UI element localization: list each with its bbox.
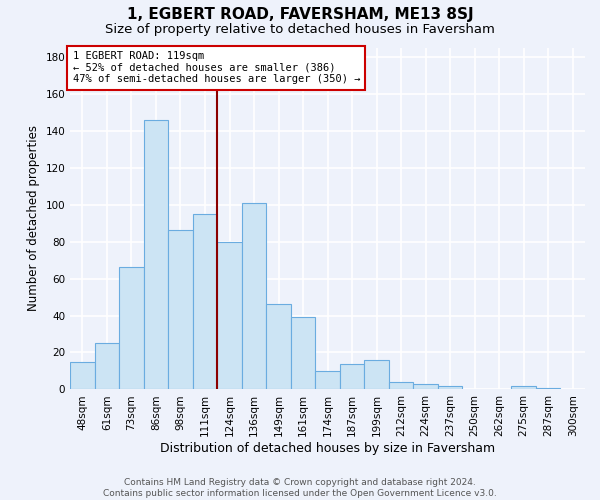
Bar [389, 382, 413, 390]
Bar [119, 268, 144, 390]
Bar [438, 386, 463, 390]
Bar [316, 371, 340, 390]
Bar [193, 214, 217, 390]
Bar [413, 384, 438, 390]
Bar [242, 203, 266, 390]
X-axis label: Distribution of detached houses by size in Faversham: Distribution of detached houses by size … [160, 442, 495, 455]
Text: Size of property relative to detached houses in Faversham: Size of property relative to detached ho… [105, 22, 495, 36]
Bar [168, 230, 193, 390]
Bar [144, 120, 168, 390]
Y-axis label: Number of detached properties: Number of detached properties [27, 126, 40, 312]
Bar [266, 304, 291, 390]
Text: 1 EGBERT ROAD: 119sqm
← 52% of detached houses are smaller (386)
47% of semi-det: 1 EGBERT ROAD: 119sqm ← 52% of detached … [73, 51, 360, 84]
Bar [364, 360, 389, 390]
Bar [217, 242, 242, 390]
Bar [340, 364, 364, 390]
Bar [95, 343, 119, 390]
Bar [70, 362, 95, 390]
Bar [291, 318, 316, 390]
Text: 1, EGBERT ROAD, FAVERSHAM, ME13 8SJ: 1, EGBERT ROAD, FAVERSHAM, ME13 8SJ [127, 8, 473, 22]
Bar [536, 388, 560, 390]
Bar [511, 386, 536, 390]
Text: Contains HM Land Registry data © Crown copyright and database right 2024.
Contai: Contains HM Land Registry data © Crown c… [103, 478, 497, 498]
